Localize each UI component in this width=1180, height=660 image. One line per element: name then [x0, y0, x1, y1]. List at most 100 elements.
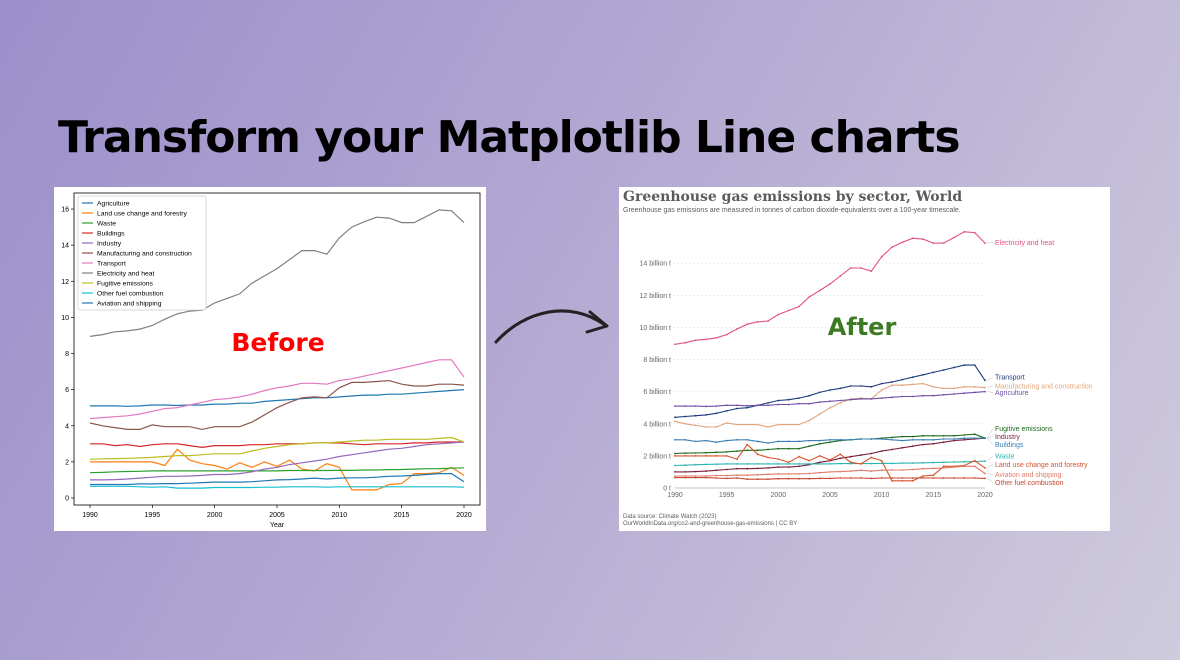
label-connector	[986, 428, 994, 439]
series-line-electricity-and-heat	[89, 209, 465, 337]
series-point	[787, 447, 790, 450]
page-headline: Transform your Matplotlib Line charts	[58, 112, 961, 163]
series-point	[715, 336, 718, 339]
series-point	[829, 389, 831, 391]
series-point	[922, 477, 924, 479]
series-point	[984, 242, 986, 244]
series-point	[880, 397, 883, 399]
series-point	[849, 385, 852, 387]
series-point	[942, 438, 945, 440]
series-point	[746, 474, 749, 477]
series-point	[715, 455, 718, 457]
series-point	[880, 459, 883, 462]
series-end-label: Fugitive emissions	[995, 426, 1053, 433]
series-point	[901, 395, 904, 398]
series-point	[849, 461, 852, 464]
series-point	[787, 440, 790, 443]
series-line-agriculture	[675, 391, 986, 407]
series-point	[798, 397, 800, 399]
x-axis-label: Year	[270, 522, 285, 529]
series-line-industry	[90, 441, 465, 481]
x-tick-label: 2000	[771, 492, 787, 499]
y-tick-label: 6	[65, 387, 69, 394]
series-point	[746, 449, 749, 452]
series-point	[705, 463, 707, 466]
label-connector	[986, 436, 994, 439]
series-point	[694, 414, 697, 417]
series-point	[953, 366, 955, 369]
series-point	[777, 466, 780, 468]
before-chart-panel: 1990 1995 2000 2005 2010 2015 2020 0 2 4 6 8 10 12 14 1…	[54, 187, 486, 531]
y-tick-label: 10	[61, 315, 69, 322]
y-tick-label: 8 billion t	[643, 357, 671, 364]
series-point	[798, 447, 800, 450]
series-end-label: Buildings	[995, 442, 1024, 449]
series-point	[798, 473, 800, 475]
series-point	[767, 426, 769, 428]
series-point	[839, 438, 842, 441]
series-point	[767, 402, 769, 404]
x-tick-label: 2015	[394, 512, 410, 519]
series-point	[870, 456, 873, 459]
series-point	[963, 465, 966, 468]
series-point	[891, 396, 893, 399]
series-point	[705, 405, 707, 408]
series-point	[746, 443, 749, 446]
series-point	[684, 438, 687, 441]
series-point	[674, 420, 676, 423]
series-point	[911, 376, 914, 379]
series-point	[911, 435, 914, 438]
series-point	[849, 455, 852, 458]
series-point	[808, 445, 811, 448]
series-point	[891, 477, 893, 479]
series-point	[901, 241, 904, 244]
legend-label: Electricity and heat	[97, 271, 155, 278]
series-point	[953, 236, 955, 239]
x-tick-label: 1990	[82, 512, 98, 519]
series-point	[870, 477, 873, 480]
series-line-waste	[89, 467, 465, 474]
series-point	[963, 392, 966, 395]
series-point	[694, 475, 697, 477]
series-point	[798, 477, 800, 480]
series-point	[932, 438, 935, 441]
legend-label: Waste	[97, 221, 116, 228]
series-point	[860, 438, 862, 440]
series-point	[901, 378, 904, 381]
series-line-transport	[674, 364, 986, 418]
series-point	[973, 465, 976, 468]
y-tick-label: 0 t	[663, 486, 671, 493]
y-tick-label: 2 billion t	[643, 453, 671, 460]
series-point	[953, 438, 955, 440]
x-tick-label: 1995	[145, 512, 161, 519]
series-point	[932, 442, 935, 445]
series-point	[870, 462, 873, 465]
series-point	[973, 391, 976, 394]
series-point	[705, 455, 707, 457]
series-point	[798, 305, 800, 308]
y-tick-label: 10 billion t	[639, 325, 671, 332]
series-point	[694, 339, 697, 342]
series-point	[808, 394, 811, 397]
series-point	[953, 461, 955, 463]
y-tick-label: 4 billion t	[643, 421, 671, 428]
series-point	[767, 467, 769, 469]
series-point	[746, 323, 749, 326]
series-point	[818, 477, 821, 480]
series-line-aviation-and-shipping	[90, 473, 465, 486]
series-point	[839, 462, 842, 465]
y-tick-label: 12	[61, 279, 69, 286]
series-point	[922, 373, 924, 376]
series-point	[891, 469, 893, 471]
series-point	[891, 462, 893, 465]
series-point	[829, 406, 831, 409]
series-point	[932, 371, 935, 374]
x-tick-label: 2010	[332, 512, 348, 519]
series-point	[808, 459, 811, 462]
series-point	[818, 391, 821, 394]
series-point	[953, 387, 955, 390]
y-tick-label: 2	[65, 459, 69, 466]
series-end-label: Waste	[995, 453, 1015, 460]
label-connector	[986, 464, 994, 469]
legend-box	[77, 195, 207, 311]
